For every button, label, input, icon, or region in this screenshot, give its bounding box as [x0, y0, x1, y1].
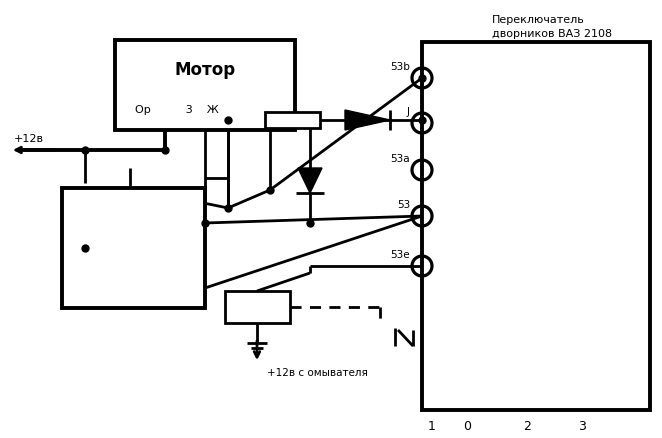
Polygon shape: [345, 110, 390, 130]
Text: 2: 2: [523, 420, 531, 432]
Bar: [62, 188, 205, 308]
Text: 1: 1: [428, 420, 436, 432]
Text: +12в с омывателя: +12в с омывателя: [267, 368, 368, 378]
Text: дворников ВАЗ 2108: дворников ВАЗ 2108: [492, 29, 612, 39]
Text: 53a: 53a: [391, 154, 410, 164]
Text: Переключатель: Переключатель: [492, 15, 585, 25]
Text: 53: 53: [397, 200, 410, 210]
Bar: [422, 42, 650, 410]
Bar: [265, 112, 320, 128]
Polygon shape: [298, 168, 322, 193]
Text: 53b: 53b: [390, 62, 410, 72]
Text: +12в: +12в: [14, 134, 44, 144]
Bar: [115, 40, 295, 130]
Text: Ор          3    Ж: Ор 3 Ж: [135, 105, 218, 115]
Text: Мотор: Мотор: [175, 61, 236, 79]
Text: J: J: [407, 107, 410, 117]
Text: 53e: 53e: [391, 250, 410, 260]
Text: 3: 3: [578, 420, 586, 432]
Text: 0: 0: [463, 420, 471, 432]
Bar: [225, 291, 290, 323]
